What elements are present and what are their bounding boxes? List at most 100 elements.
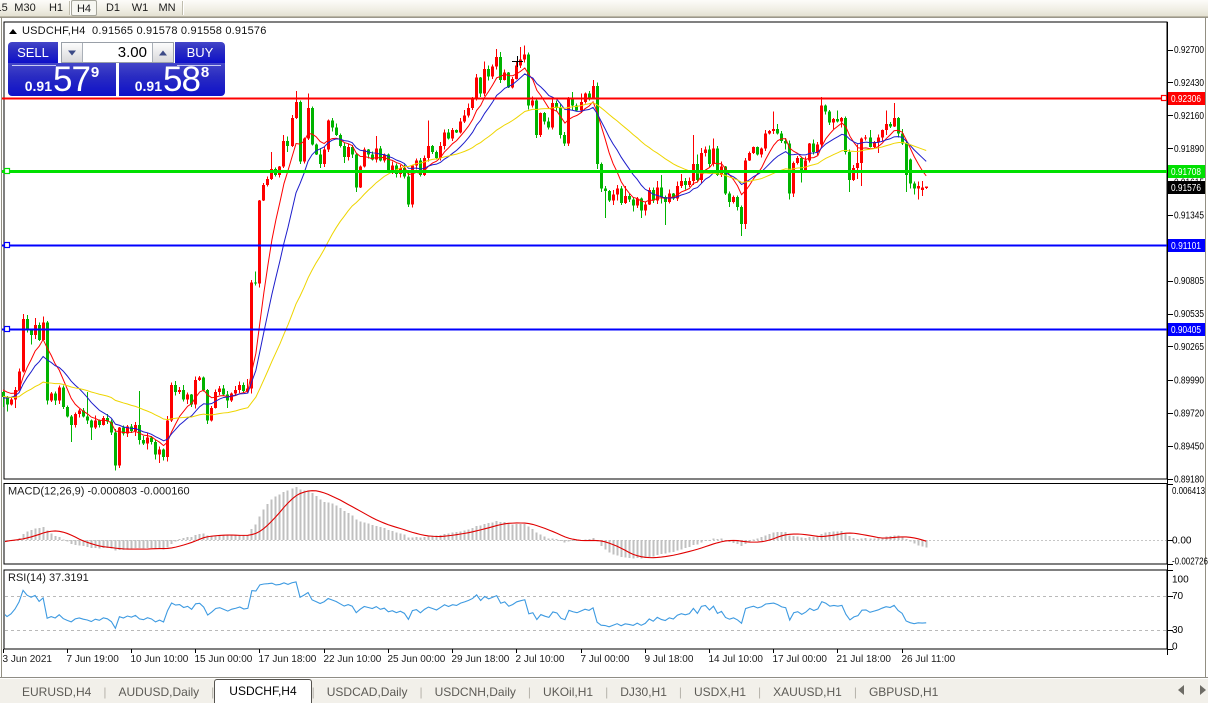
chart-tab-DJ30-H1[interactable]: DJ30,H1 [620,684,667,699]
chart-tab-USDX-H1[interactable]: USDX,H1 [694,684,747,699]
time-tick-label: 29 Jun 18:00 [452,654,510,665]
chart-tab-UKOil-H1[interactable]: UKOil,H1 [543,684,594,699]
ohlc-open: 0.91565 [92,25,134,37]
timeframe-button-D1[interactable]: D1 [105,2,121,14]
sell-price-sup: 9 [90,64,100,81]
time-axis[interactable]: 3 Jun 2021 7 Jun 19:00 10 Jun 10:00 15 Jun … [3,649,956,665]
tab-separator: | [853,685,857,699]
buy-price-display[interactable]: 0.91 58 8 [119,62,225,97]
chart-tab-USDCHF-H4[interactable]: USDCHF,H4 [214,679,312,703]
crosshair-cursor-icon [512,56,523,67]
hline-price-label-box [1168,165,1205,178]
tab-separator: | [758,685,762,699]
ohlc-low: 0.91558 [180,25,223,37]
hline-handle-0.91708[interactable] [3,167,11,175]
chart-tab-GBPUSD-H1[interactable]: GBPUSD,H1 [868,684,939,699]
rsi-tick-label: 0 [1172,642,1178,653]
timeframe-button-MN[interactable]: MN [158,2,176,14]
time-tick-label: 7 Jun 19:00 [67,654,120,665]
macd-tick-label: -0.002726 [1172,557,1208,568]
timeframe-button-M15[interactable]: M15 [0,2,8,14]
price-tick-label: 0.91890 [1174,144,1204,155]
time-tick-label: 14 Jul 10:00 [709,654,764,665]
toolbar-separator [69,1,70,15]
macd-tick-label: 0.006413 [1172,486,1205,497]
tab-separator: | [419,685,423,699]
ma-line-LWMA(18) [2,73,927,442]
sell-price-display[interactable]: 0.91 57 9 [8,62,116,97]
chart-symbol: USDCHF,H4 [22,25,86,37]
time-tick-label: 17 Jul 00:00 [773,654,828,665]
timeframe-button-M30[interactable]: M30 [14,2,36,14]
price-tick-label: 0.89450 [1174,441,1204,452]
current-price-label-box [1168,181,1205,194]
price-axis[interactable]: 0.927000.924300.921600.918900.916150.913… [1168,45,1208,653]
window-frame-left [1,17,2,677]
hline-handle-0.90405[interactable] [3,325,11,333]
tab-scroll-left-icon[interactable] [1178,685,1184,695]
time-tick-label: 22 Jun 10:00 [324,654,382,665]
price-tick-label: 0.89720 [1174,408,1204,419]
down-arrow-icon [68,50,76,55]
hline-price-label-box [1168,92,1205,105]
lot-increase-button[interactable] [152,43,173,62]
rsi-indicator-label: RSI(14) 37.3191 [8,572,89,584]
tab-separator: | [103,685,107,699]
chart-title: USDCHF,H4 0.91565 0.91578 0.91558 0.9157… [9,25,267,37]
lot-size-input[interactable] [83,43,152,62]
moving-averages-layer [2,67,927,447]
price-tick-label: 0.89180 [1174,474,1204,485]
one-click-trading-panel: SELL BUY 0.91 57 9 0.91 58 8 [8,42,225,97]
rsi-tick-label: 30 [1172,625,1184,636]
hline-handle-0.92306[interactable] [1160,94,1168,102]
time-tick-label: 17 Jun 18:00 [259,654,317,665]
time-tick-label: 2 Jul 10:00 [516,654,565,665]
chart-tab-XAUUSD-H1[interactable]: XAUUSD,H1 [773,684,842,699]
rsi-line [5,581,927,630]
chart-tab-USDCNH-Daily[interactable]: USDCNH,Daily [434,684,516,699]
tab-separator: | [678,685,682,699]
buy-button[interactable]: BUY [175,42,225,63]
time-tick-label: 15 Jun 00:00 [195,654,253,665]
hline-price-label: 0.90405 [1171,325,1201,336]
buy-price-prefix: 0.91 [134,78,162,94]
up-arrow-icon [159,50,167,55]
chart-tab-USDCAD-Daily[interactable]: USDCAD,Daily [326,684,408,699]
hline-price-label: 0.92306 [1171,94,1201,105]
chart-tab-AUDUSD-Daily[interactable]: AUDUSD,Daily [118,684,200,699]
sell-button[interactable]: SELL [8,42,58,63]
price-tick-label: 0.92700 [1174,45,1204,56]
timeframe-button-H4[interactable]: H4 [71,0,97,16]
price-tick-label: 0.91345 [1174,210,1204,221]
ohlc-high: 0.91578 [136,25,178,37]
hline-handle-0.91101[interactable] [3,241,11,249]
time-tick-label: 10 Jun 10:00 [131,654,189,665]
tab-scroll-right-icon[interactable] [1200,685,1206,695]
timeframe-button-W1[interactable]: W1 [131,2,149,14]
tab-separator: | [311,685,315,699]
ma-line-LWMA(48) [2,102,927,421]
price-tick-label: 0.92160 [1174,111,1204,122]
hline-price-label-box [1168,323,1205,336]
time-tick-label: 3 Jun 2021 [3,654,53,665]
rsi-tick-label: 100 [1172,575,1189,586]
timeframe-button-H1[interactable]: H1 [48,2,64,14]
macd-indicator-label: MACD(12,26,9) -0.000803 -0.000160 [8,486,190,498]
lot-decrease-button[interactable] [62,43,83,62]
window-frame-right [1205,17,1206,677]
chart-window: 0.927000.924300.921600.918900.916150.913… [0,17,1208,677]
pane-borders [3,21,1168,655]
lot-size-control [61,42,174,63]
hline-price-label: 0.91708 [1171,167,1201,178]
current-price-label: 0.91576 [1171,183,1201,194]
chart-tab-EURUSD-H4[interactable]: EURUSD,H4 [22,684,92,699]
price-tick-label: 0.92430 [1174,78,1204,89]
price-tick-label: 0.90805 [1174,276,1204,287]
collapse-arrow-icon[interactable] [9,29,17,34]
price-tick-label: 0.89990 [1174,376,1204,387]
timeframe-toolbar: M15 M30 H1 H4 D1 W1 MN [0,0,1208,17]
window-frame-top [0,17,1208,18]
hline-price-label-box [1168,239,1205,252]
chart-canvas[interactable]: 0.927000.924300.921600.918900.916150.913… [0,17,1208,677]
